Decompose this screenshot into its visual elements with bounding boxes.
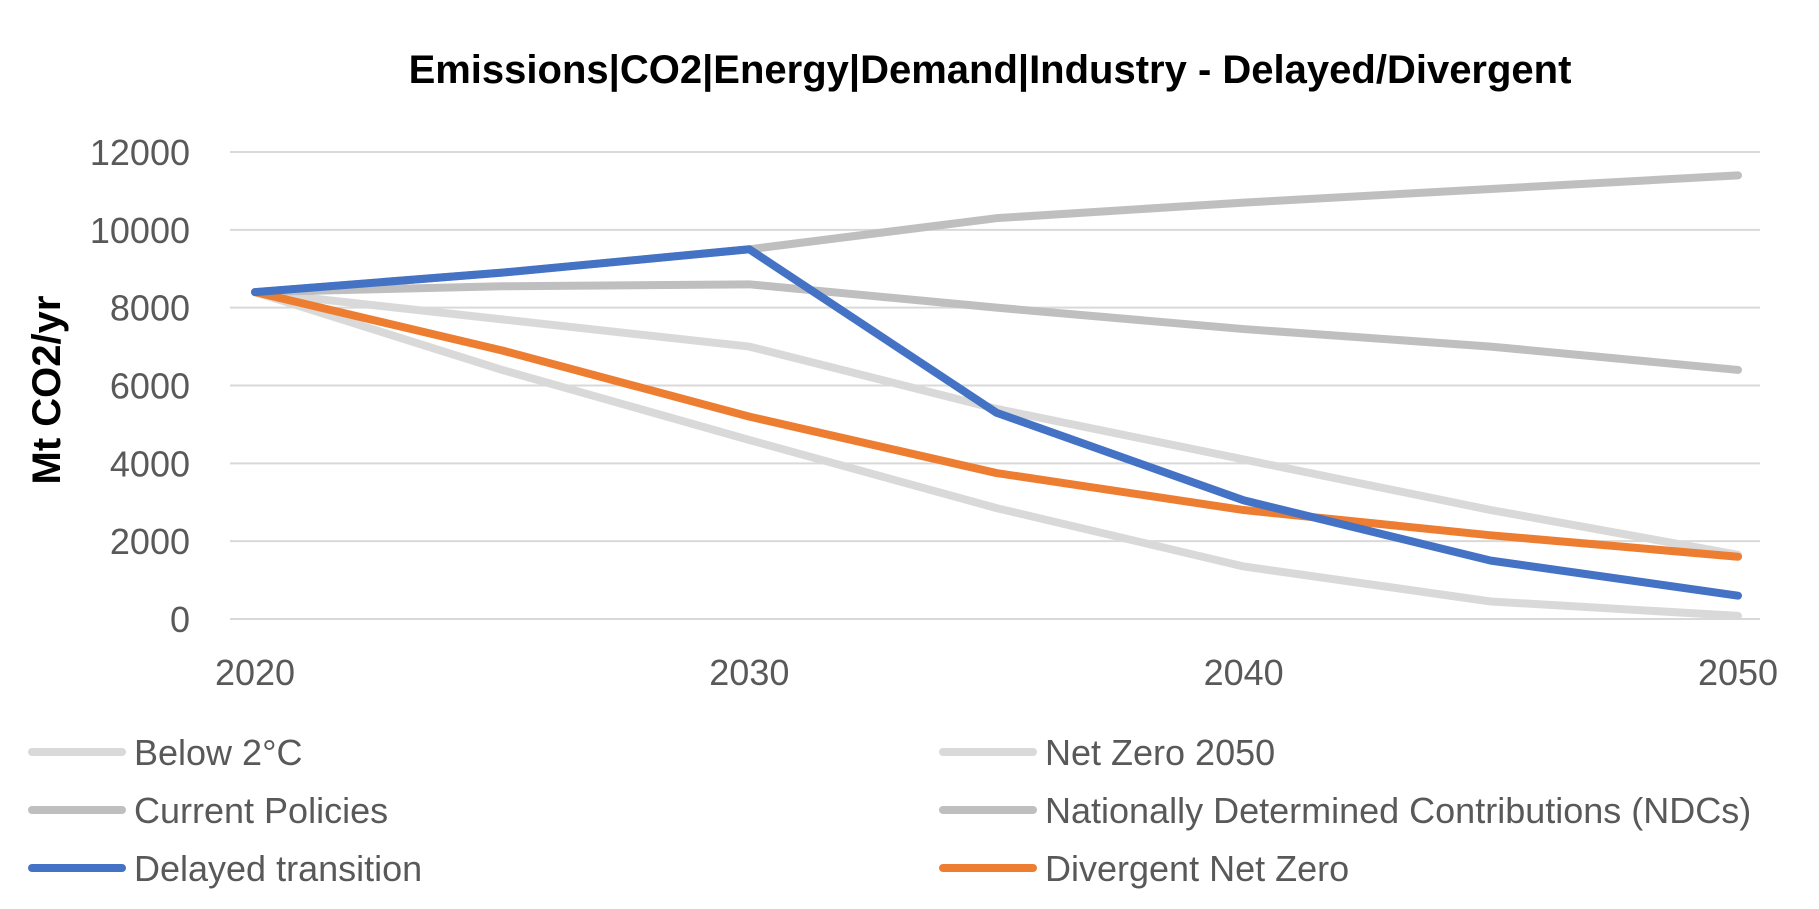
series-line-5 (251, 288, 1742, 561)
legend-item: Nationally Determined Contributions (NDC… (939, 790, 1751, 831)
legend-item: Divergent Net Zero (939, 848, 1349, 889)
y-tick-label: 0 (170, 599, 190, 640)
legend-item: Below 2°C (28, 732, 302, 773)
x-tick-label: 2040 (1204, 652, 1284, 693)
x-tick-label: 2020 (215, 652, 295, 693)
y-tick-label: 12000 (90, 132, 190, 173)
y-tick-label: 2000 (110, 521, 190, 562)
y-tick-label: 10000 (90, 210, 190, 251)
y-tick-label: 8000 (110, 288, 190, 329)
y-tick-label: 6000 (110, 366, 190, 407)
x-tick-label: 2050 (1698, 652, 1778, 693)
legend-label: Nationally Determined Contributions (NDC… (1045, 790, 1751, 831)
y-axis-label: Mt CO2/yr (25, 296, 69, 485)
series-lines (251, 171, 1742, 620)
legend-item: Current Policies (28, 790, 388, 831)
series-line-0 (251, 288, 1742, 559)
legend-label: Divergent Net Zero (1045, 848, 1349, 889)
legend-label: Current Policies (134, 790, 388, 831)
y-axis-ticks: 0 2000 4000 6000 8000 10000 12000 (90, 132, 190, 640)
legend-label: Delayed transition (134, 848, 422, 889)
legend: Below 2°C Net Zero 2050 Current Policies Na… (28, 732, 1751, 889)
chart-title: Emissions|CO2|Energy|Demand|Industry - D… (409, 48, 1572, 92)
series-line-1 (251, 288, 1742, 620)
y-tick-label: 4000 (110, 443, 190, 484)
x-axis-ticks: 2020 2030 2040 2050 (215, 652, 1778, 693)
series-line-4 (251, 245, 1742, 600)
x-tick-label: 2030 (709, 652, 789, 693)
legend-label: Net Zero 2050 (1045, 732, 1275, 773)
legend-item: Net Zero 2050 (939, 732, 1275, 773)
series-line-3 (251, 280, 1742, 374)
legend-label: Below 2°C (134, 732, 302, 773)
legend-item: Delayed transition (28, 848, 422, 889)
